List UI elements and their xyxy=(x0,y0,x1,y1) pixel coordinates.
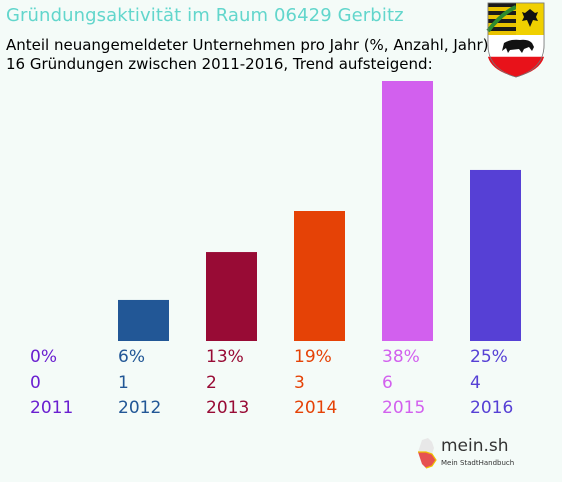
percent-label-2014: 19% xyxy=(294,347,332,367)
year-label-2012: 2012 xyxy=(118,398,162,418)
count-label-2013: 2 xyxy=(206,373,217,393)
coat-of-arms-icon xyxy=(486,2,545,78)
chart-subtitle-line1: Anteil neuangemeldeter Unternehmen pro J… xyxy=(6,36,489,54)
year-label-2014: 2014 xyxy=(294,398,338,418)
percent-label-2013: 13% xyxy=(206,347,244,367)
count-label-2012: 1 xyxy=(118,373,129,393)
logo-text: mein.sh xyxy=(441,436,509,456)
chart-title: Gründungsaktivität im Raum 06429 Gerbitz xyxy=(6,5,404,26)
bar-2016 xyxy=(470,169,521,341)
count-label-2014: 3 xyxy=(294,373,305,393)
bar-2015 xyxy=(382,81,433,341)
year-label-2016: 2016 xyxy=(470,398,514,418)
year-label-2011: 2011 xyxy=(30,398,74,418)
year-label-2015: 2015 xyxy=(382,398,426,418)
bar-2014 xyxy=(294,211,345,341)
count-label-2016: 4 xyxy=(470,373,481,393)
count-label-2011: 0 xyxy=(30,373,41,393)
bar-2012 xyxy=(118,299,169,341)
year-label-2013: 2013 xyxy=(206,398,250,418)
logo-subtext: Mein StadtHandbuch xyxy=(441,459,515,467)
bar-chart xyxy=(118,81,521,341)
chart-subtitle-line2: 16 Gründungen zwischen 2011-2016, Trend … xyxy=(6,55,433,73)
germany-map-logo-icon xyxy=(418,438,437,469)
percent-label-2012: 6% xyxy=(118,347,145,367)
percent-label-2016: 25% xyxy=(470,347,508,367)
bar-2013 xyxy=(206,252,257,341)
count-label-2015: 6 xyxy=(382,373,393,393)
percent-label-2011: 0% xyxy=(30,347,57,367)
percent-label-2015: 38% xyxy=(382,347,420,367)
